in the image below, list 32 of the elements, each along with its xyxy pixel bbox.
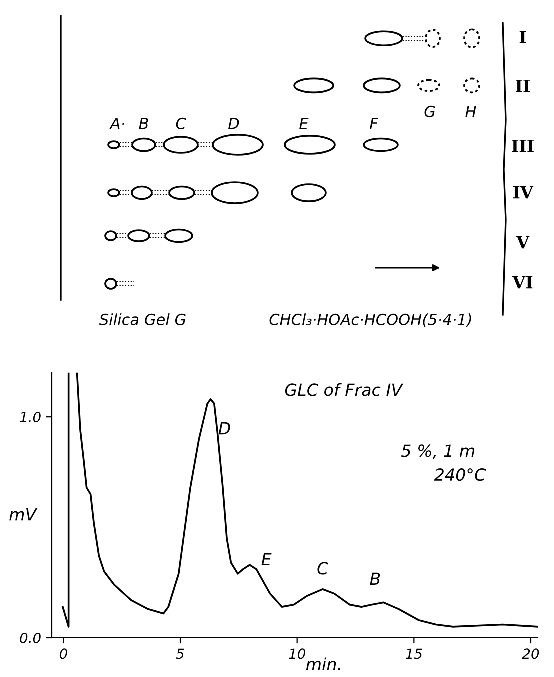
text: Silica Gel G (99, 314, 186, 326)
annotation: B (370, 572, 380, 586)
x-tick-label: 5 (176, 648, 184, 660)
text: C (176, 118, 186, 130)
x-tick-label: 20 (522, 648, 540, 660)
text: D (228, 118, 240, 130)
x-tick-label: 10 (289, 648, 306, 660)
x-tick-label: 15 (406, 648, 422, 660)
x-axis-title: min. (306, 658, 340, 670)
text: GLC of Frac IV (285, 383, 404, 396)
annotation: E (262, 553, 272, 566)
y-tick-label: 0.0 (20, 632, 41, 644)
text: I (520, 31, 526, 44)
annotation: 240°C (434, 468, 486, 482)
text: E (300, 118, 309, 130)
text: VI (512, 276, 533, 289)
text: B (139, 118, 148, 130)
y-axis-title: mV (10, 508, 38, 521)
annotation: D (218, 422, 230, 435)
text: II (516, 80, 530, 92)
text: III (512, 140, 534, 152)
text: V (516, 236, 530, 249)
text: G (424, 106, 436, 118)
annotation: 5 %, 1 m (401, 444, 474, 459)
text: H (466, 106, 476, 118)
text: A· (110, 118, 124, 130)
annotation: C (318, 562, 329, 575)
text: F (370, 118, 379, 130)
x-tick-label: 0 (60, 648, 68, 660)
y-tick-label: 1.0 (20, 412, 41, 423)
text: IV (513, 186, 534, 199)
text: CHCl₃·HOAc·HCOOH(5·4·1) (270, 314, 472, 328)
